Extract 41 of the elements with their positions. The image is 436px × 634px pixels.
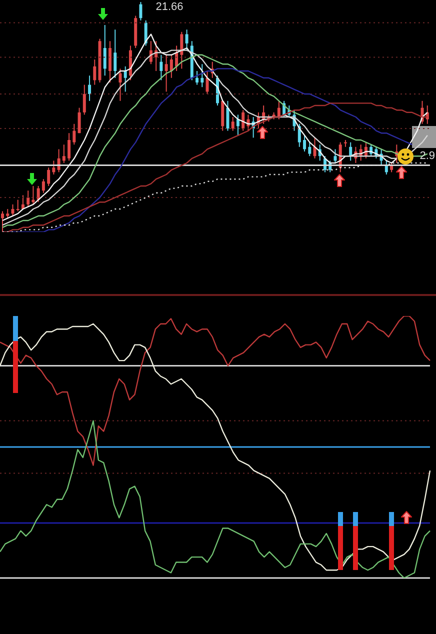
candlestick xyxy=(82,84,86,116)
candlestick xyxy=(62,144,66,164)
candlestick xyxy=(231,116,234,132)
candlestick xyxy=(78,107,81,134)
candlestick xyxy=(72,123,76,146)
candlestick xyxy=(160,54,163,81)
annotation: 2.9 xyxy=(420,150,435,162)
candlestick xyxy=(206,70,209,94)
candlestick xyxy=(118,68,122,102)
candlestick xyxy=(180,31,184,70)
candlestick xyxy=(185,29,188,51)
candlestick xyxy=(103,24,106,76)
candlestick xyxy=(42,178,45,194)
candlestick xyxy=(313,137,316,159)
candlestick xyxy=(200,64,204,88)
candlestick xyxy=(93,59,96,86)
candlestick xyxy=(6,208,10,219)
candlestick xyxy=(68,132,71,162)
candlestick xyxy=(47,167,50,186)
candlestick xyxy=(11,204,14,216)
candlestick xyxy=(52,160,56,175)
candlestick xyxy=(26,190,30,208)
candlestick xyxy=(308,142,312,157)
candlestick xyxy=(170,54,173,78)
candlestick xyxy=(349,142,352,162)
candlestick xyxy=(242,110,245,132)
candlestick xyxy=(108,40,112,83)
candlestick xyxy=(196,70,199,86)
candlestick xyxy=(164,54,168,92)
candlestick xyxy=(1,210,4,232)
candlestick xyxy=(114,29,117,78)
candlestick xyxy=(334,148,337,164)
candlestick xyxy=(144,20,148,46)
candlestick xyxy=(277,100,280,120)
candlestick xyxy=(226,100,230,132)
candlestick xyxy=(88,75,92,102)
candlestick xyxy=(16,199,20,212)
candlestick xyxy=(124,66,127,92)
candlestick xyxy=(303,134,306,152)
annotation: 21.66 xyxy=(156,1,184,13)
candlestick xyxy=(139,2,142,21)
